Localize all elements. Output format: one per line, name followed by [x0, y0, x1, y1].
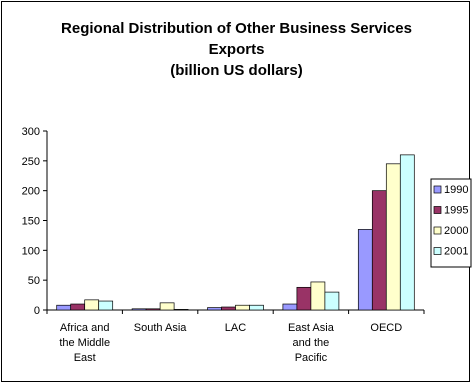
x-category-label: OECD [370, 322, 402, 334]
x-category-label: South Asia [134, 322, 187, 334]
bar-1990-3 [282, 303, 298, 311]
x-category-labels: Africa and the Middle East South Asia LAC Eas… [59, 322, 402, 364]
legend-label-2001: 2001 [444, 246, 468, 258]
x-category-label: LAC [225, 322, 246, 334]
bar-1995-1 [145, 308, 161, 311]
chart-title-line-2: Exports [208, 41, 265, 58]
y-tick-label: 100 [22, 245, 40, 257]
bar-1995-4 [371, 190, 387, 311]
legend-label-1995: 1995 [444, 205, 468, 217]
legend-swatch-2001 [433, 247, 442, 255]
bar-1990-4 [357, 229, 373, 311]
chart-title-line-1: Regional Distribution of Other Business … [61, 20, 412, 37]
legend-box [430, 178, 472, 268]
x-category-label: the Middle [59, 337, 110, 349]
bar-2001-0 [98, 300, 114, 311]
bar-2001-4 [399, 154, 415, 311]
y-tick-labels: 0 50 100 150 200 250 300 [22, 126, 40, 317]
bar-1990-2 [207, 307, 222, 311]
bar-1990-1 [131, 308, 147, 311]
x-category-label: Africa and [60, 322, 110, 334]
x-category-label: and the [293, 337, 330, 349]
legend-label-1990: 1990 [444, 184, 468, 196]
x-category-label: East [74, 352, 96, 364]
y-tick-label: 300 [22, 126, 40, 138]
y-tick-label: 200 [22, 186, 40, 198]
x-category-label: East Asia [288, 322, 335, 334]
bar-1995-3 [296, 286, 312, 311]
x-category-label: Pacific [295, 352, 328, 364]
bar-1990-0 [56, 304, 72, 311]
bar-2001-3 [324, 291, 340, 311]
bar-1995-2 [221, 306, 236, 311]
bar-2000-2 [235, 304, 250, 311]
chart-title: Regional Distribution of Other Business … [0, 18, 473, 81]
bar-2000-1 [159, 302, 175, 311]
bar-1995-0 [70, 303, 86, 311]
bar-2000-0 [84, 299, 100, 311]
y-tick-label: 50 [28, 275, 40, 287]
y-tick-label: 0 [34, 305, 40, 317]
legend-swatch-1990 [433, 185, 442, 194]
legend-label-2000: 2000 [444, 225, 468, 237]
y-tick-label: 150 [22, 216, 40, 228]
legend-swatch-1995 [433, 206, 442, 214]
bar-2001-2 [249, 304, 264, 311]
y-tick-label: 250 [22, 156, 40, 168]
chart-title-line-3: (billion US dollars) [170, 62, 303, 79]
legend-swatch-2000 [433, 226, 442, 235]
legend: 1990 1995 2000 2001 [430, 178, 472, 268]
bar-2000-3 [310, 281, 326, 311]
bar-2001-1 [173, 309, 189, 311]
bars [56, 154, 415, 311]
bar-2000-4 [385, 163, 401, 311]
